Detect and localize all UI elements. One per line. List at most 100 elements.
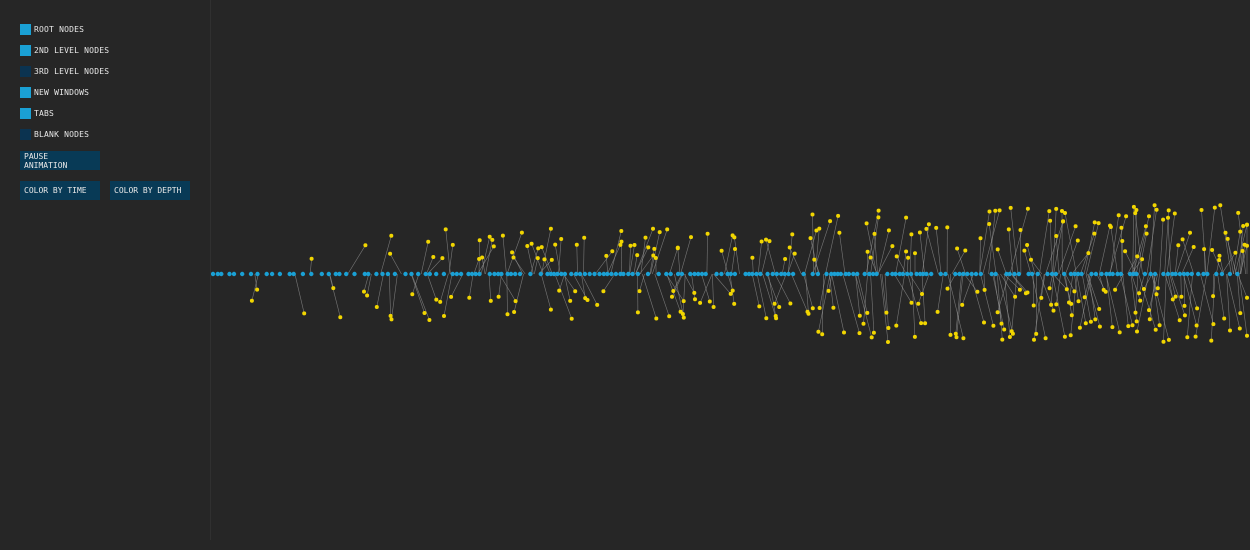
child-node[interactable] (1233, 250, 1238, 255)
child-node[interactable] (1140, 257, 1145, 262)
root-node[interactable] (300, 271, 306, 277)
root-node[interactable] (829, 271, 834, 277)
history-graph[interactable] (211, 0, 1250, 550)
child-node[interactable] (573, 289, 578, 294)
root-node[interactable] (770, 271, 775, 277)
child-node[interactable] (1147, 308, 1151, 313)
root-node[interactable] (1079, 271, 1084, 277)
root-node[interactable] (1189, 271, 1194, 277)
child-node[interactable] (646, 245, 651, 250)
child-node[interactable] (1092, 220, 1097, 225)
child-node[interactable] (637, 289, 642, 294)
child-node[interactable] (362, 289, 366, 294)
root-node[interactable] (890, 271, 895, 277)
child-node[interactable] (774, 316, 779, 321)
legend-2nd-level-nodes[interactable]: 2ND LEVEL NODES (20, 40, 109, 61)
root-node[interactable] (505, 271, 510, 277)
child-node[interactable] (1153, 327, 1158, 332)
root-node[interactable] (957, 271, 962, 277)
root-node[interactable] (1104, 271, 1109, 277)
child-node[interactable] (978, 236, 983, 241)
child-node[interactable] (1054, 206, 1059, 211)
child-node[interactable] (619, 229, 624, 233)
child-node[interactable] (1161, 339, 1166, 344)
child-node[interactable] (1188, 230, 1192, 235)
child-node[interactable] (1072, 289, 1077, 294)
child-node[interactable] (568, 298, 573, 303)
root-node[interactable] (870, 271, 876, 277)
child-node[interactable] (1088, 319, 1093, 324)
root-node[interactable] (973, 271, 979, 277)
root-node[interactable] (719, 271, 724, 277)
child-node[interactable] (810, 212, 815, 217)
root-node[interactable] (577, 271, 583, 277)
child-node[interactable] (651, 226, 655, 231)
child-node[interactable] (945, 286, 950, 291)
root-node[interactable] (337, 271, 342, 277)
child-node[interactable] (935, 309, 940, 314)
child-node[interactable] (1245, 295, 1249, 300)
child-node[interactable] (904, 249, 909, 254)
root-node[interactable] (380, 271, 385, 277)
child-node[interactable] (374, 305, 379, 309)
root-node[interactable] (609, 271, 614, 277)
root-node[interactable] (427, 271, 432, 277)
legend-root-nodes[interactable]: ROOT NODES (20, 19, 109, 40)
child-node[interactable] (945, 225, 950, 230)
child-node[interactable] (1222, 316, 1227, 321)
child-node[interactable] (913, 251, 917, 256)
child-node[interactable] (764, 237, 768, 242)
root-node[interactable] (231, 271, 237, 277)
child-node[interactable] (1013, 294, 1018, 299)
child-node[interactable] (1134, 208, 1139, 212)
child-node[interactable] (1166, 208, 1171, 213)
child-node[interactable] (975, 289, 980, 294)
child-node[interactable] (767, 239, 772, 244)
root-node[interactable] (846, 271, 852, 277)
child-node[interactable] (982, 287, 987, 292)
root-node[interactable] (1173, 271, 1178, 277)
child-node[interactable] (916, 301, 921, 306)
root-node[interactable] (851, 271, 856, 277)
root-node[interactable] (277, 271, 283, 277)
child-node[interactable] (431, 255, 436, 259)
child-node[interactable] (309, 256, 314, 261)
child-node[interactable] (1245, 243, 1249, 248)
root-node[interactable] (605, 271, 610, 277)
child-node[interactable] (1025, 206, 1030, 211)
root-node[interactable] (703, 271, 708, 277)
root-node[interactable] (458, 271, 464, 277)
child-node[interactable] (806, 311, 811, 316)
root-node[interactable] (1161, 271, 1166, 277)
child-node[interactable] (651, 253, 656, 258)
child-node[interactable] (525, 244, 530, 248)
child-node[interactable] (1047, 209, 1052, 214)
child-node[interactable] (1054, 302, 1059, 307)
child-node[interactable] (1209, 338, 1214, 343)
child-node[interactable] (610, 249, 615, 254)
child-node[interactable] (426, 239, 431, 244)
root-node[interactable] (843, 271, 848, 277)
child-node[interactable] (1135, 329, 1139, 334)
root-node[interactable] (626, 271, 631, 277)
child-node[interactable] (1154, 292, 1159, 297)
legend-tabs[interactable]: TABS (20, 103, 109, 124)
root-node[interactable] (824, 271, 829, 277)
child-node[interactable] (1039, 295, 1044, 300)
child-node[interactable] (1238, 311, 1243, 316)
child-node[interactable] (1180, 237, 1185, 242)
child-node[interactable] (1135, 254, 1140, 259)
root-node[interactable] (1016, 271, 1022, 277)
child-node[interactable] (496, 294, 501, 299)
child-node[interactable] (924, 226, 929, 231)
child-node[interactable] (365, 293, 370, 298)
child-node[interactable] (510, 250, 515, 255)
child-node[interactable] (705, 231, 710, 236)
child-node[interactable] (1116, 213, 1121, 218)
child-node[interactable] (820, 332, 825, 337)
child-node[interactable] (548, 226, 553, 231)
root-node[interactable] (664, 271, 669, 277)
child-node[interactable] (783, 257, 788, 261)
child-node[interactable] (542, 257, 547, 262)
child-node[interactable] (920, 292, 924, 296)
